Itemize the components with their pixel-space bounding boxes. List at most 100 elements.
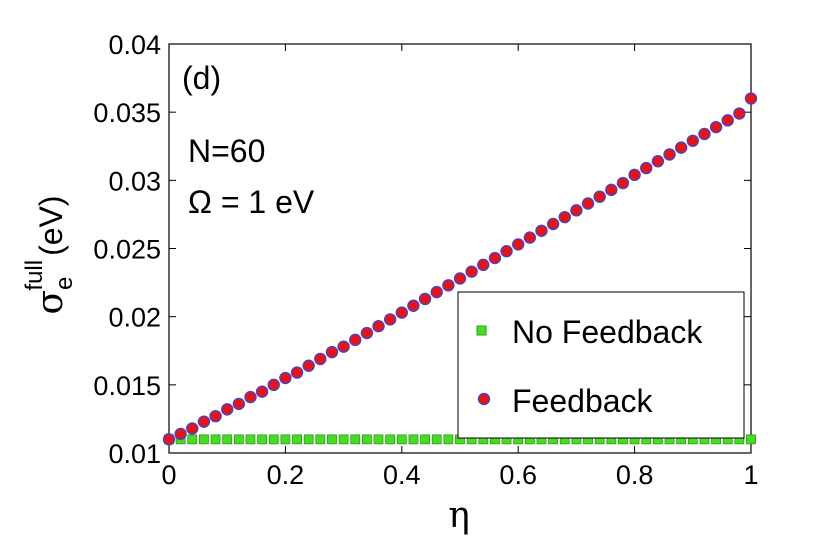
- y-tick-label: 0.025: [93, 235, 161, 265]
- data-point-circle: [360, 326, 374, 340]
- data-point-circle: [174, 427, 187, 441]
- x-tick-label: 0: [161, 460, 176, 490]
- data-point-square: [210, 434, 221, 445]
- y-tick-labels: 0.01 0.015 0.02 0.025 0.03 0.035 0.04: [93, 30, 161, 469]
- data-point-square: [396, 434, 407, 445]
- data-point-circle: [698, 127, 711, 141]
- data-point-circle: [674, 141, 688, 154]
- data-point-circle: [442, 279, 455, 292]
- x-tick-label: 1: [743, 460, 758, 490]
- data-point-square: [233, 434, 244, 445]
- data-point-square: [315, 434, 326, 445]
- data-point-circle: [733, 107, 746, 120]
- data-point-circle: [605, 183, 618, 197]
- x-axis-label: η: [448, 495, 470, 536]
- data-point-circle: [744, 92, 758, 105]
- data-point-circle: [337, 340, 350, 353]
- data-point-circle: [232, 397, 246, 411]
- y-tick-label: 0.01: [108, 439, 161, 469]
- data-point-square: [746, 434, 756, 445]
- data-point-circle: [709, 120, 723, 134]
- data-point-circle: [581, 197, 595, 210]
- data-point-square: [350, 434, 361, 445]
- series-feedback: [162, 92, 758, 446]
- data-point-square: [327, 434, 337, 445]
- data-point-circle: [325, 345, 339, 359]
- axis-ticks: [168, 43, 752, 454]
- data-point-circle: [220, 403, 234, 416]
- y-tick-label: 0.03: [108, 166, 161, 196]
- data-point-circle: [500, 245, 513, 258]
- data-point-square: [431, 434, 442, 445]
- data-point-square: [443, 434, 454, 445]
- data-point-circle: [197, 415, 211, 428]
- data-point-circle: [721, 114, 734, 127]
- x-tick-labels: 0 0.2 0.4 0.6 0.8 1: [161, 460, 758, 490]
- data-point-circle: [523, 231, 537, 244]
- data-point-circle: [395, 306, 408, 319]
- data-point-circle: [186, 422, 199, 435]
- data-point-square: [373, 434, 384, 445]
- legend-marker-no-feedback: [476, 325, 487, 336]
- x-tick-label: 0.4: [383, 460, 421, 490]
- x-tick-label: 0.6: [499, 460, 537, 490]
- data-point-square: [338, 434, 349, 445]
- data-point-circle: [279, 371, 292, 385]
- data-point-circle: [372, 320, 385, 333]
- data-point-circle: [244, 390, 257, 404]
- data-point-square: [222, 434, 233, 445]
- data-point-circle: [349, 333, 362, 347]
- y-tick-label: 0.015: [93, 371, 161, 401]
- data-point-circle: [546, 217, 560, 231]
- data-point-square: [303, 434, 314, 445]
- data-point-circle: [407, 299, 420, 312]
- y-label-unit: (eV): [33, 195, 69, 255]
- data-series: [162, 92, 758, 446]
- data-point-circle: [290, 366, 304, 379]
- svg-text:σefull(eV): σefull (eV): [21, 195, 78, 314]
- legend-label-no-feedback: No Feedback: [512, 314, 703, 350]
- data-point-circle: [162, 433, 176, 446]
- data-point-square: [408, 434, 419, 445]
- data-point-circle: [558, 210, 571, 224]
- panel-label: (d): [182, 60, 221, 96]
- data-point-circle: [512, 238, 525, 251]
- data-point-square: [361, 434, 372, 445]
- data-point-square: [292, 434, 302, 445]
- data-point-circle: [616, 176, 630, 190]
- data-point-circle: [686, 134, 699, 147]
- data-point-circle: [255, 385, 269, 398]
- legend-box: [457, 291, 745, 439]
- data-point-circle: [302, 359, 315, 372]
- legend-marker-feedback: [477, 392, 491, 406]
- legend-label-feedback: Feedback: [512, 383, 654, 419]
- y-tick-label: 0.02: [108, 303, 161, 333]
- data-point-square: [187, 434, 198, 445]
- data-point-circle: [663, 148, 676, 161]
- data-point-circle: [453, 272, 467, 285]
- data-point-square: [280, 434, 291, 445]
- x-tick-label: 0.8: [616, 460, 654, 490]
- y-label-superscript: full: [21, 260, 48, 291]
- data-point-square: [199, 434, 209, 445]
- data-point-circle: [209, 409, 222, 423]
- legend: No Feedback Feedback: [457, 291, 745, 439]
- y-tick-label: 0.04: [108, 30, 161, 60]
- y-tick-label: 0.035: [93, 98, 161, 128]
- data-point-square: [420, 434, 430, 445]
- data-point-circle: [535, 224, 548, 237]
- data-point-circle: [593, 190, 606, 203]
- data-point-circle: [488, 251, 502, 265]
- data-point-square: [268, 434, 279, 445]
- annotation-n: N=60: [188, 133, 265, 169]
- data-point-circle: [418, 292, 432, 306]
- data-point-square: [257, 434, 268, 445]
- data-point-circle: [570, 204, 583, 217]
- annotation-omega: Ω = 1 eV: [188, 184, 315, 220]
- data-point-circle: [640, 161, 653, 175]
- data-point-square: [245, 434, 256, 445]
- data-point-circle: [651, 155, 665, 168]
- y-label-symbol: σ: [30, 290, 71, 315]
- data-point-circle: [314, 352, 327, 366]
